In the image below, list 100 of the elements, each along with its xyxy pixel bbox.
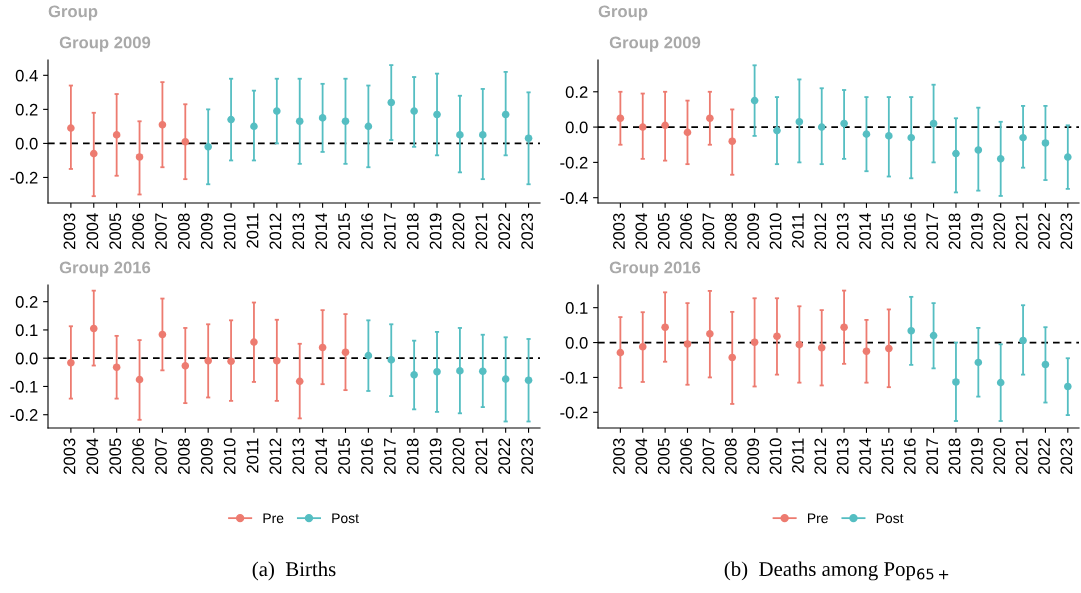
x-tick-label: 2017 bbox=[926, 438, 939, 474]
x-tick-label: 2016 bbox=[903, 213, 916, 249]
x-tick-label: 2013 bbox=[292, 213, 305, 249]
x-tick-label: 2022 bbox=[498, 438, 511, 474]
y-tick-label: -0.1 bbox=[10, 380, 38, 393]
y-tick-label: 0.0 bbox=[15, 137, 38, 150]
point bbox=[773, 332, 781, 341]
point bbox=[750, 96, 759, 105]
point bbox=[1019, 133, 1027, 142]
point bbox=[478, 131, 487, 139]
x-tick-label: 2018 bbox=[948, 438, 961, 474]
point bbox=[273, 356, 281, 365]
point bbox=[227, 357, 235, 366]
point bbox=[250, 338, 258, 346]
point bbox=[638, 123, 647, 131]
point bbox=[135, 375, 144, 384]
x-tick-label: 2019 bbox=[429, 213, 442, 249]
point bbox=[295, 117, 304, 126]
x-tick-label: 2010 bbox=[223, 213, 236, 249]
x-tick-label: 2014 bbox=[859, 438, 871, 474]
y-tick-label: 0.2 bbox=[15, 296, 38, 308]
point bbox=[795, 117, 804, 126]
x-tick-label: 2004 bbox=[86, 213, 99, 249]
x-tick-label: 2012 bbox=[269, 438, 282, 474]
point bbox=[862, 130, 871, 138]
y-tick-label: 0.0 bbox=[15, 352, 38, 365]
x-tick-label: 2006 bbox=[680, 438, 692, 474]
x-tick-label: 2003 bbox=[613, 438, 625, 474]
x-tick-label: 2017 bbox=[383, 213, 396, 249]
point bbox=[456, 131, 464, 139]
point bbox=[1064, 382, 1072, 391]
chart-title: Group 2016 bbox=[59, 261, 151, 277]
text: (b) Deaths among Pop$_{65+}$ bbox=[724, 561, 949, 581]
text: (a) Births bbox=[252, 561, 336, 581]
point bbox=[862, 347, 871, 356]
legend-label: Post bbox=[876, 513, 904, 524]
point bbox=[952, 149, 960, 158]
x-tick-label: 2013 bbox=[292, 438, 305, 474]
point bbox=[524, 134, 533, 143]
y-tick-label: 0.1 bbox=[15, 324, 38, 337]
point bbox=[341, 117, 350, 126]
point bbox=[1041, 139, 1050, 147]
x-tick-label: 2009 bbox=[747, 438, 760, 474]
x-tick-label: 2005 bbox=[109, 213, 122, 249]
x-tick-label: 2016 bbox=[361, 438, 373, 474]
point bbox=[295, 377, 304, 386]
x-tick-label: 2023 bbox=[1060, 438, 1073, 474]
x-tick-label: 2003 bbox=[63, 438, 76, 474]
point bbox=[250, 122, 258, 131]
point bbox=[318, 343, 327, 352]
point bbox=[410, 371, 418, 379]
point bbox=[840, 323, 848, 332]
x-tick-label: 2015 bbox=[338, 438, 350, 474]
x-tick-label: 2010 bbox=[769, 213, 782, 249]
point bbox=[501, 110, 510, 119]
x-tick-label: 2003 bbox=[63, 213, 76, 249]
x-tick-label: 2015 bbox=[881, 438, 894, 474]
x-tick-label: 2004 bbox=[635, 438, 648, 474]
chart-title: Group bbox=[598, 5, 648, 21]
x-tick-label: 2022 bbox=[1038, 438, 1050, 474]
x-tick-label: 2020 bbox=[452, 438, 465, 474]
point bbox=[974, 146, 983, 154]
y-tick-label: 0.4 bbox=[15, 69, 38, 82]
x-tick-label: 2011 bbox=[246, 438, 259, 473]
chart-subtitle: Group 2009 bbox=[609, 36, 701, 52]
point bbox=[158, 120, 167, 129]
point bbox=[112, 363, 121, 372]
x-tick-label: 2020 bbox=[993, 213, 1006, 249]
point bbox=[524, 376, 533, 385]
x-tick-label: 2006 bbox=[132, 213, 145, 249]
x-tick-label: 2014 bbox=[315, 438, 328, 474]
point bbox=[661, 121, 669, 130]
point bbox=[364, 122, 373, 131]
x-tick-label: 2005 bbox=[657, 213, 670, 249]
x-tick-label: 2020 bbox=[452, 213, 465, 249]
x-tick-label: 2023 bbox=[1060, 213, 1073, 249]
x-tick-label: 2006 bbox=[680, 213, 692, 249]
point bbox=[1019, 336, 1027, 345]
x-tick-label: 2013 bbox=[836, 438, 849, 474]
x-tick-label: 2010 bbox=[769, 438, 782, 474]
x-tick-label: 2017 bbox=[926, 213, 939, 249]
x-tick-label: 2009 bbox=[200, 438, 213, 474]
x-tick-label: 2009 bbox=[200, 213, 213, 249]
x-tick-label: 2011 bbox=[792, 213, 804, 248]
point bbox=[1041, 360, 1050, 369]
x-tick-label: 2020 bbox=[993, 438, 1006, 474]
x-tick-label: 2005 bbox=[109, 438, 122, 474]
x-tick-label: 2008 bbox=[177, 438, 190, 474]
point bbox=[181, 362, 190, 370]
point bbox=[840, 119, 848, 128]
x-tick-label: 2019 bbox=[971, 213, 983, 249]
x-tick-label: 2009 bbox=[747, 213, 760, 249]
point bbox=[67, 358, 75, 367]
point bbox=[456, 367, 464, 375]
point bbox=[616, 348, 625, 357]
x-tick-label: 2018 bbox=[406, 213, 419, 249]
x-tick-label: 2012 bbox=[814, 438, 827, 474]
x-tick-label: 2021 bbox=[1015, 438, 1028, 474]
x-tick-label: 2019 bbox=[429, 438, 442, 474]
x-tick-label: 2018 bbox=[948, 213, 961, 249]
